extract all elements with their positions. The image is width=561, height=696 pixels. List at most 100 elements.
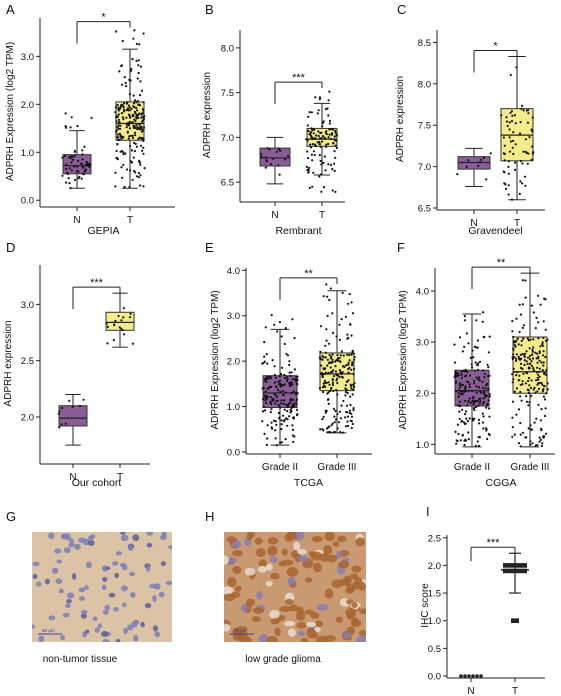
data-point	[541, 344, 545, 347]
data-point	[483, 391, 486, 394]
data-point	[466, 420, 469, 423]
data-point	[310, 135, 313, 138]
data-point	[119, 150, 122, 153]
data-point	[307, 156, 310, 160]
data-point	[279, 385, 282, 388]
cell-nucleus	[102, 565, 108, 572]
data-point	[265, 443, 268, 446]
cell	[355, 537, 366, 547]
data-point	[280, 428, 283, 431]
cell	[226, 536, 237, 543]
data-point	[546, 338, 549, 341]
data-point	[129, 134, 132, 137]
data-point	[131, 136, 135, 139]
data-point	[458, 400, 462, 403]
data-point	[475, 363, 478, 366]
data-point	[318, 175, 321, 178]
cell-nucleus	[90, 534, 96, 539]
data-point	[511, 373, 514, 376]
y-tick-label: 8.5	[418, 38, 431, 49]
x-tick-label: T	[117, 472, 123, 483]
data-point	[143, 167, 146, 170]
data-point	[139, 126, 142, 129]
data-point	[69, 187, 72, 190]
cell-nucleus	[165, 580, 172, 586]
data-point	[306, 150, 309, 153]
data-point	[305, 165, 308, 168]
data-point	[527, 109, 530, 112]
data-point	[279, 149, 282, 152]
data-point	[523, 359, 526, 362]
data-point	[293, 368, 296, 371]
data-point	[334, 365, 337, 368]
cell	[274, 627, 281, 637]
data-point	[296, 375, 299, 378]
data-point	[319, 145, 322, 148]
cell	[323, 544, 333, 555]
cell	[257, 565, 267, 573]
data-point	[519, 159, 523, 163]
data-point	[328, 133, 331, 136]
data-point	[122, 106, 125, 109]
cell-nucleus	[68, 542, 75, 548]
data-point	[280, 423, 283, 426]
data-point	[119, 107, 122, 110]
data-point	[464, 368, 467, 371]
box-grade-ii	[453, 311, 491, 448]
data-point	[526, 362, 529, 365]
data-point	[311, 159, 314, 162]
data-point	[286, 418, 289, 421]
cell	[358, 608, 366, 614]
data-point	[480, 158, 483, 161]
data-point	[509, 140, 512, 143]
cell-nucleus	[120, 532, 126, 535]
data-point	[333, 135, 336, 138]
data-point	[133, 131, 137, 134]
data-point	[318, 143, 321, 146]
data-point	[508, 136, 511, 139]
cell-nucleus	[133, 634, 139, 642]
box-iqr	[105, 311, 135, 331]
data-point	[351, 364, 354, 367]
data-point	[66, 172, 69, 175]
x-tick-label: T	[127, 215, 133, 226]
data-point	[528, 347, 531, 350]
data-point	[513, 114, 517, 117]
data-point	[472, 403, 475, 406]
data-point	[511, 356, 514, 359]
data-point	[116, 136, 119, 139]
data-point	[115, 120, 118, 123]
data-point	[280, 419, 283, 422]
data-point	[112, 339, 115, 342]
data-point	[453, 343, 456, 346]
data-point	[140, 125, 143, 128]
data-point	[324, 409, 327, 412]
data-point	[275, 423, 278, 426]
data-point	[482, 400, 486, 404]
data-point	[527, 391, 530, 395]
cell-nucleus	[102, 638, 110, 642]
data-point	[264, 390, 267, 393]
data-point	[339, 371, 342, 374]
data-point	[521, 380, 524, 383]
cell	[350, 619, 362, 628]
cell-nucleus	[32, 573, 38, 580]
data-point	[519, 390, 522, 394]
data-point	[524, 296, 527, 299]
data-point	[467, 674, 471, 678]
data-point	[288, 385, 292, 388]
data-point	[126, 131, 129, 134]
data-point	[526, 162, 529, 165]
data-point	[544, 298, 547, 301]
data-point	[336, 381, 339, 385]
box-n	[57, 393, 88, 446]
data-point	[520, 107, 523, 110]
cell	[224, 593, 236, 602]
data-point	[519, 313, 523, 316]
box-n	[61, 112, 93, 190]
data-point	[505, 116, 508, 119]
data-point	[70, 169, 73, 172]
data-point	[467, 342, 470, 345]
data-point	[535, 379, 538, 382]
data-point	[460, 392, 463, 395]
